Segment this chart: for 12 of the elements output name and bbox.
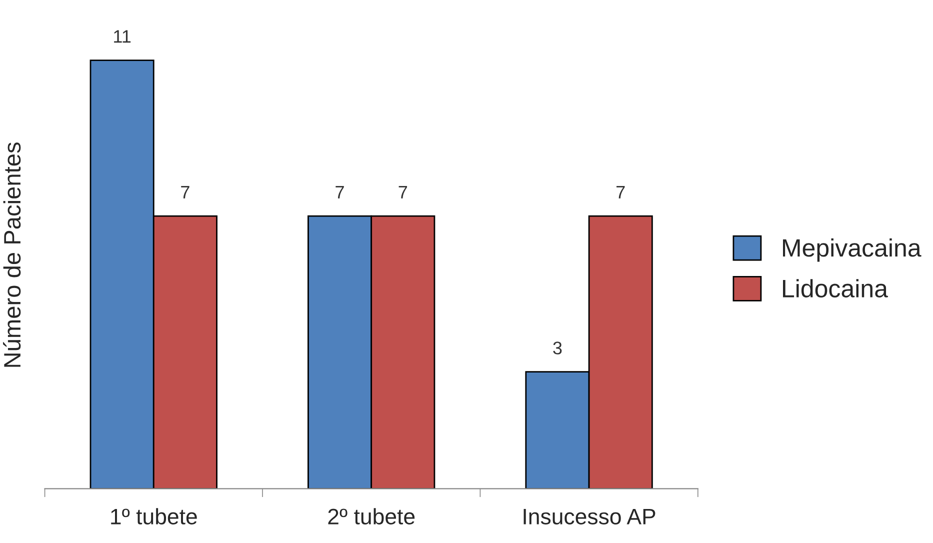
data-label: 7 <box>398 186 408 198</box>
data-label: 7 <box>336 186 344 198</box>
y-axis-title: Número de Pacientes <box>3 142 21 367</box>
data-label: 7 <box>616 186 625 198</box>
data-label: 11 <box>114 30 131 43</box>
legend-label: Mepivacaina <box>782 238 922 262</box>
data-label: 7 <box>181 186 190 198</box>
data-label: 3 <box>553 342 562 354</box>
legend-label: Lidocaina <box>782 279 888 298</box>
x-tick-label: 2º tubete <box>328 508 415 524</box>
x-tick-label: 1º tubete <box>111 508 197 524</box>
x-tick-label: Insucesso AP <box>524 508 656 524</box>
